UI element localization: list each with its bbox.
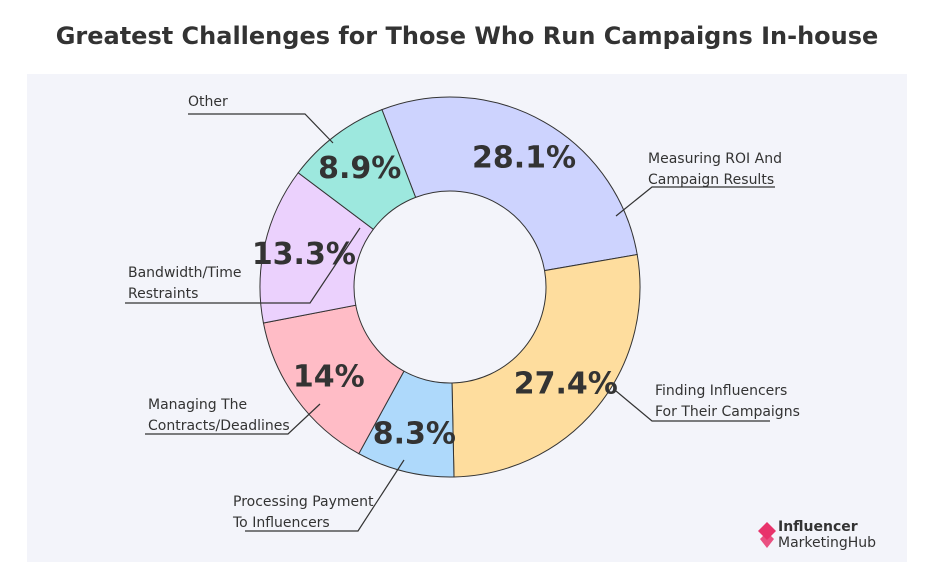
pie-slice: [297, 108, 417, 230]
slice-category-label: To Influencers: [232, 515, 330, 531]
slice-category-label: Bandwidth/Time: [128, 265, 242, 281]
slice-category-label: Managing The: [148, 397, 247, 413]
slice-category-label: Other: [188, 94, 228, 110]
leader-line: [125, 227, 361, 304]
slice-value-label: 28.1%: [472, 141, 576, 176]
slice-category-label: Finding Influencers: [655, 383, 787, 399]
leader-line: [188, 113, 334, 144]
slice-category-label: For Their Campaigns: [655, 404, 800, 420]
influencer-marketing-hub-logo: Influencer MarketingHub: [758, 519, 898, 555]
slice-value-label: 8.9%: [318, 151, 401, 186]
leader-line: [245, 459, 405, 532]
slice-category-label: Measuring ROI And: [648, 151, 782, 167]
pie-slice: [451, 253, 641, 478]
slice-value-label: 8.3%: [373, 417, 456, 452]
logo-mark-icon: [758, 522, 776, 548]
chart-title: Greatest Challenges for Those Who Run Ca…: [55, 22, 879, 50]
slice-value-label: 14%: [293, 359, 365, 394]
slice-value-label: 27.4%: [514, 366, 618, 401]
logo-text-line2: MarketingHub: [778, 535, 877, 551]
slice-category-label: Contracts/Deadlines: [148, 418, 290, 434]
logo-text-line1: Influencer: [778, 519, 858, 535]
slice-value-label: 13.3%: [252, 237, 356, 272]
leader-line: [615, 186, 775, 217]
slice-category-label: Campaign Results: [648, 172, 774, 188]
slice-category-label: Restraints: [128, 286, 198, 302]
leader-line: [615, 390, 770, 422]
pie-slice: [381, 96, 638, 272]
leader-line: [145, 403, 321, 435]
slice-category-label: Processing Payment: [233, 494, 374, 510]
